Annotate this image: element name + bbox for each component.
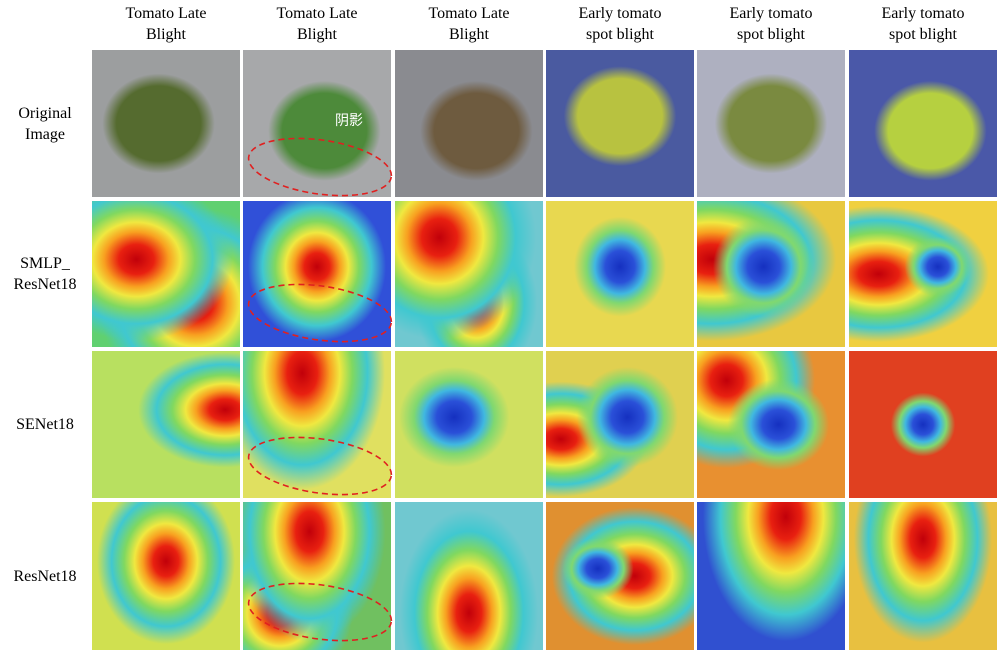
row-label-line: ResNet18	[13, 276, 77, 293]
column-header: Early tomato spot blight	[546, 3, 694, 45]
row-label: ResNet18	[0, 566, 90, 587]
row-label-line: SMLP_	[20, 255, 70, 272]
heatmap-image	[395, 201, 543, 347]
heatmap-image	[395, 502, 543, 650]
original-image	[697, 50, 845, 197]
heatmap-image	[849, 502, 997, 650]
header-line: Early tomato	[729, 5, 813, 22]
row-label-line: Original	[18, 104, 72, 122]
row-label: Original Image	[0, 103, 90, 145]
heatmap-image	[92, 201, 240, 347]
original-image	[92, 50, 240, 197]
header-line: Tomato Late	[125, 5, 207, 22]
heatmap-image	[243, 351, 391, 498]
dashed-ellipse	[247, 582, 393, 642]
heatmap-image	[92, 502, 240, 650]
header-line: Early tomato	[881, 5, 965, 22]
header-line: Tomato Late	[276, 5, 358, 22]
dashed-ellipse	[247, 283, 393, 343]
header-line: spot blight	[585, 26, 654, 43]
heatmap-image	[546, 502, 694, 650]
row-label: SMLP_ ResNet18	[0, 253, 90, 295]
column-header: Tomato Late Blight	[395, 3, 543, 45]
heatmap-image	[243, 502, 391, 650]
header-line: spot blight	[888, 26, 957, 43]
heatmap-image	[92, 351, 240, 498]
row-label-line: ResNet18	[13, 567, 77, 585]
heatmap-image	[697, 201, 845, 347]
header-line: spot blight	[736, 26, 805, 43]
heatmap-image	[849, 201, 997, 347]
dashed-ellipse	[247, 436, 393, 496]
column-header: Tomato Late Blight	[243, 3, 391, 45]
dashed-ellipse	[247, 137, 393, 197]
heatmap-image	[546, 201, 694, 347]
header-line: Blight	[145, 26, 186, 43]
header-line: Blight	[448, 26, 489, 43]
heatmap-image	[546, 351, 694, 498]
original-image	[546, 50, 694, 197]
row-label-line: Image	[25, 125, 65, 143]
heatmap-image	[697, 351, 845, 498]
annotation: 阴影	[335, 113, 363, 129]
column-header: Early tomato spot blight	[849, 3, 997, 45]
heatmap-image	[395, 351, 543, 498]
heatmap-image	[849, 351, 997, 498]
heatmap-image	[243, 201, 391, 347]
row-label: SENet18	[0, 414, 90, 435]
header-line: Blight	[296, 26, 337, 43]
header-line: Early tomato	[578, 5, 662, 22]
original-image	[395, 50, 543, 197]
header-line: Tomato Late	[428, 5, 510, 22]
heatmap-image	[697, 502, 845, 650]
column-header: Tomato Late Blight	[92, 3, 240, 45]
row-label-line: SENet18	[16, 416, 74, 433]
original-image	[243, 50, 391, 197]
column-header: Early tomato spot blight	[697, 3, 845, 45]
original-image	[849, 50, 997, 197]
